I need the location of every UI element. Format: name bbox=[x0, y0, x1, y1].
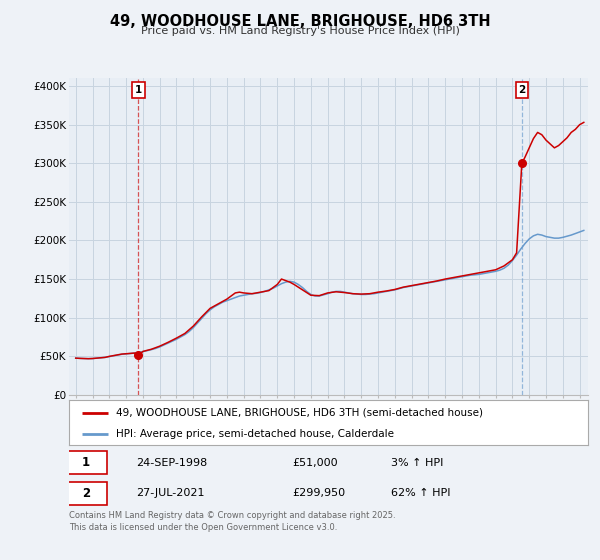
Text: HPI: Average price, semi-detached house, Calderdale: HPI: Average price, semi-detached house,… bbox=[116, 428, 394, 438]
Text: 2: 2 bbox=[518, 85, 526, 95]
FancyBboxPatch shape bbox=[65, 451, 107, 474]
Text: 1: 1 bbox=[135, 85, 142, 95]
Text: 49, WOODHOUSE LANE, BRIGHOUSE, HD6 3TH: 49, WOODHOUSE LANE, BRIGHOUSE, HD6 3TH bbox=[110, 14, 490, 29]
Text: 49, WOODHOUSE LANE, BRIGHOUSE, HD6 3TH (semi-detached house): 49, WOODHOUSE LANE, BRIGHOUSE, HD6 3TH (… bbox=[116, 408, 483, 418]
Text: 1: 1 bbox=[82, 456, 90, 469]
FancyBboxPatch shape bbox=[65, 482, 107, 505]
Text: Price paid vs. HM Land Registry's House Price Index (HPI): Price paid vs. HM Land Registry's House … bbox=[140, 26, 460, 36]
Text: 27-JUL-2021: 27-JUL-2021 bbox=[136, 488, 205, 498]
Text: £51,000: £51,000 bbox=[292, 458, 338, 468]
Text: Contains HM Land Registry data © Crown copyright and database right 2025.
This d: Contains HM Land Registry data © Crown c… bbox=[69, 511, 395, 531]
Text: 2: 2 bbox=[82, 487, 90, 500]
Text: £299,950: £299,950 bbox=[292, 488, 345, 498]
Text: 24-SEP-1998: 24-SEP-1998 bbox=[136, 458, 208, 468]
Text: 62% ↑ HPI: 62% ↑ HPI bbox=[391, 488, 450, 498]
Text: 3% ↑ HPI: 3% ↑ HPI bbox=[391, 458, 443, 468]
